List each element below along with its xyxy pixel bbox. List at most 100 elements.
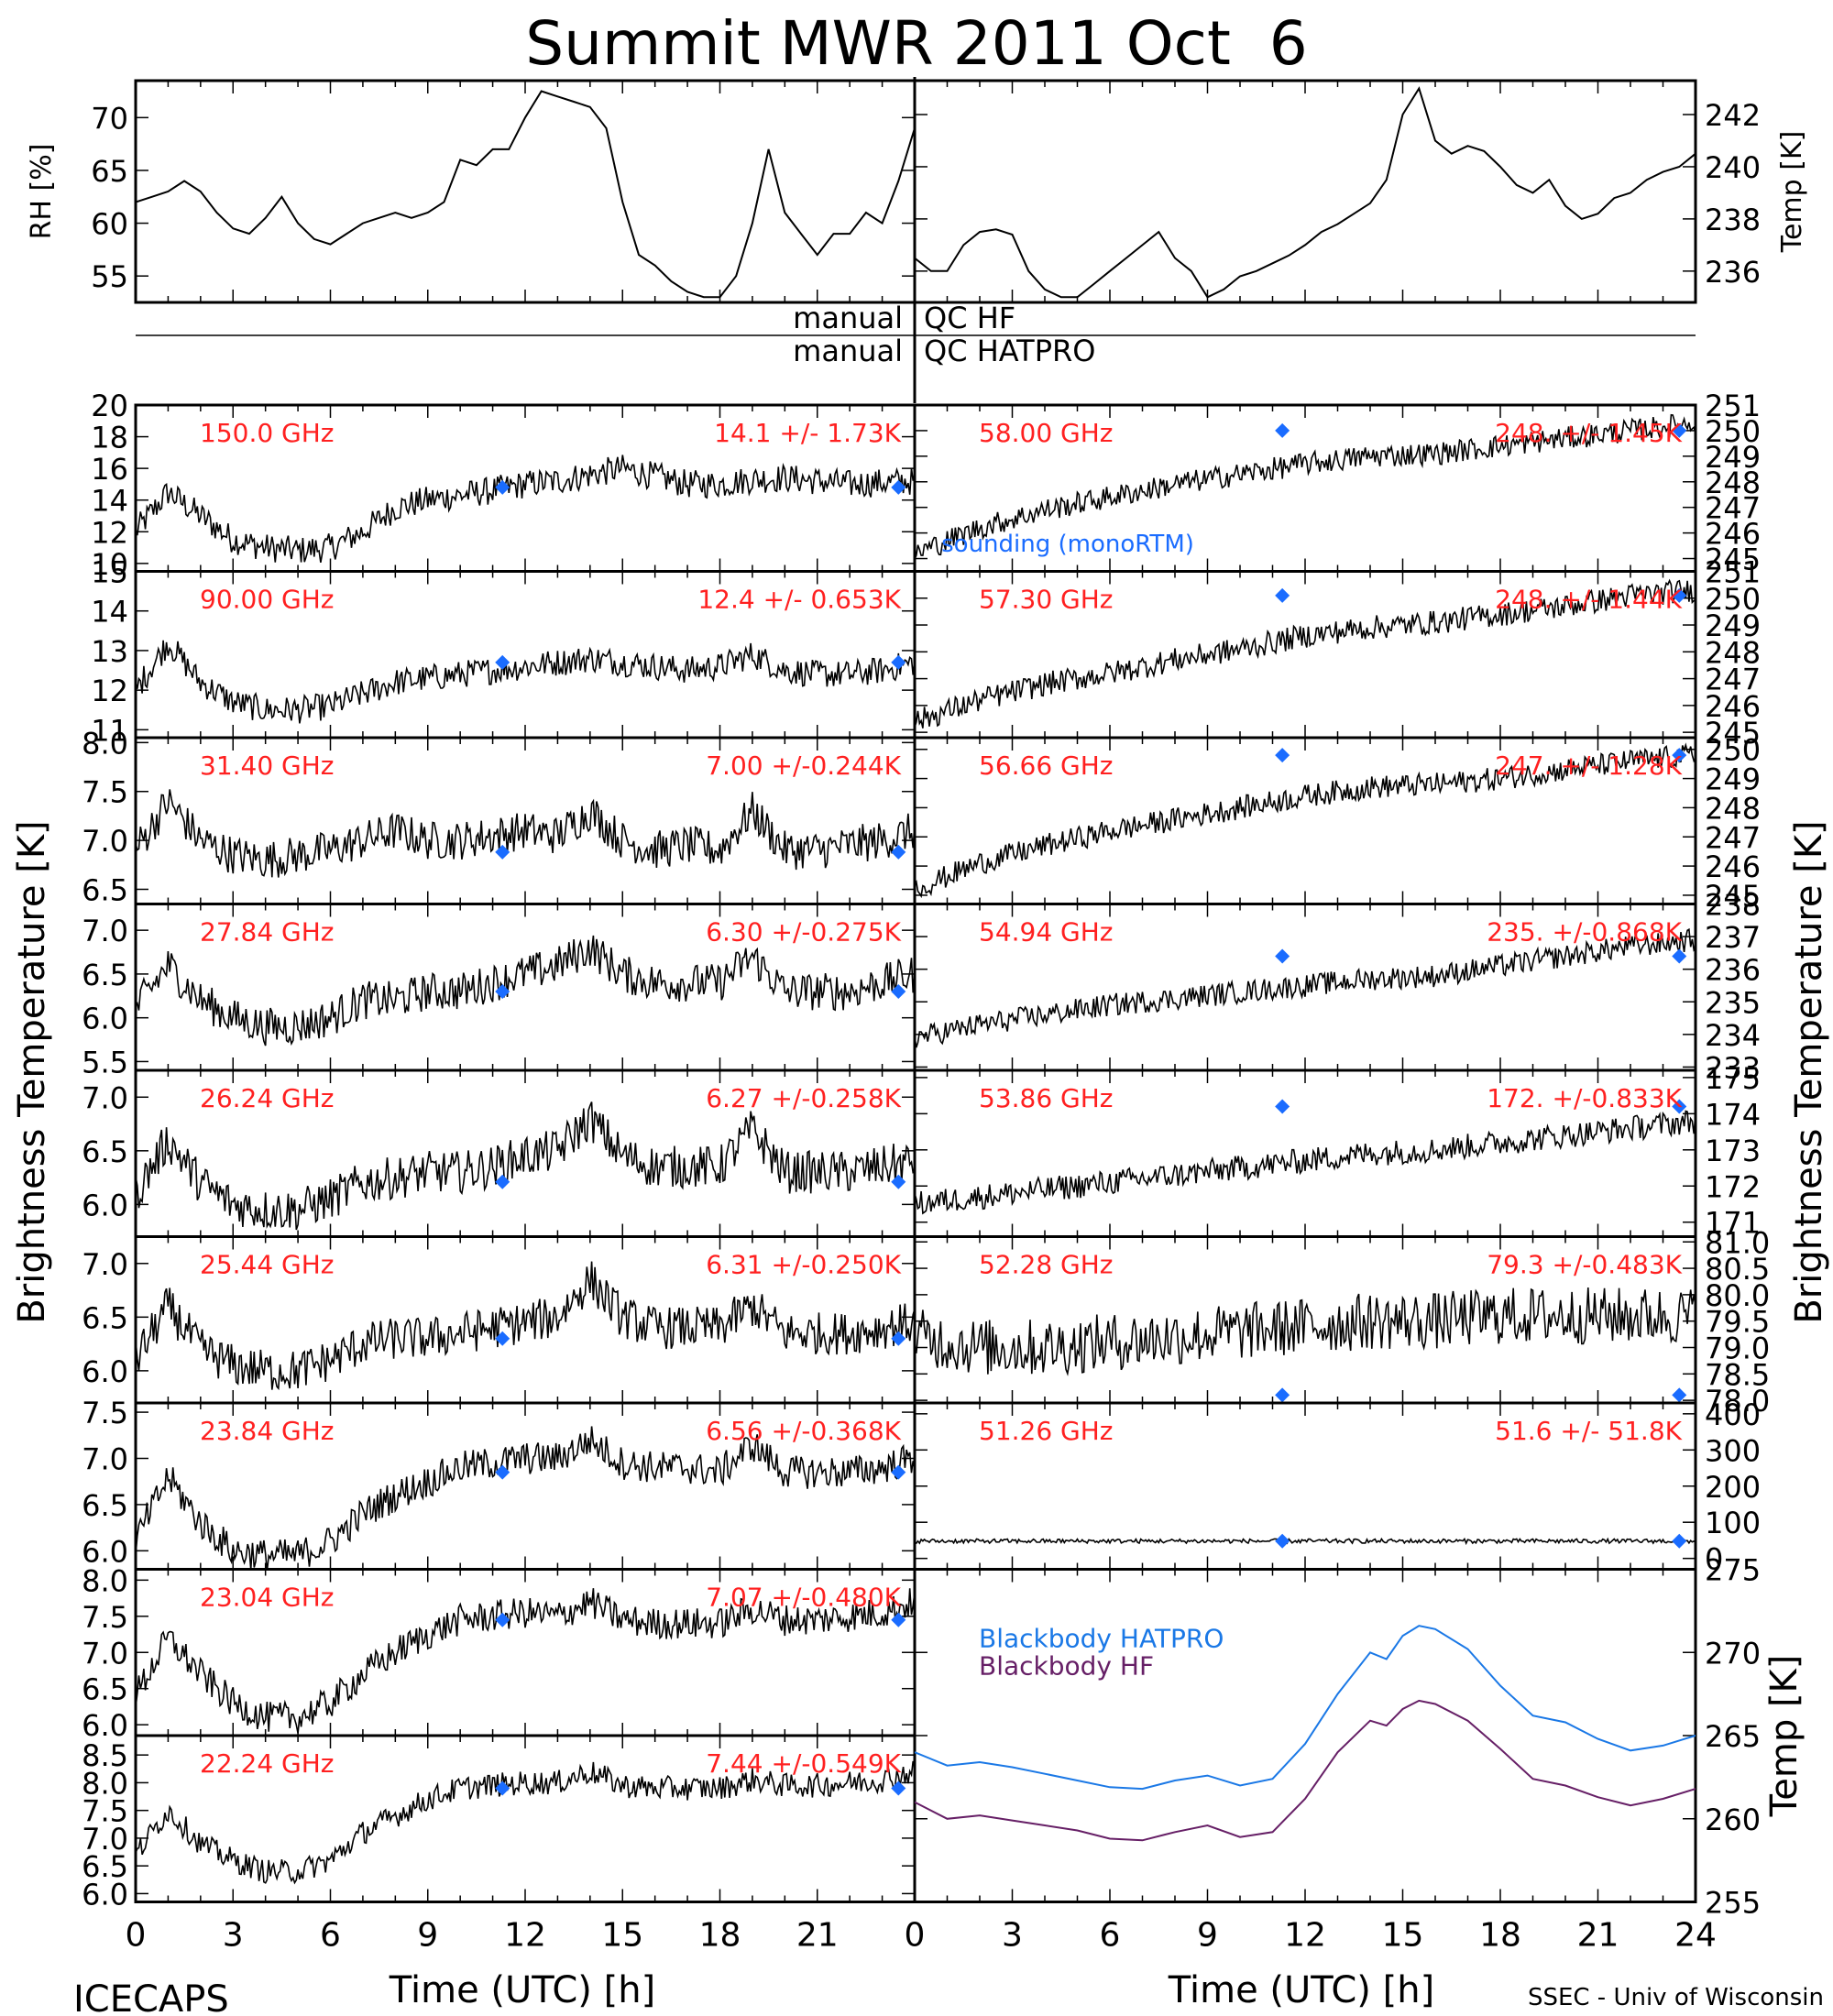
x-tick-label-right: 21: [1577, 1917, 1619, 1955]
y-tick-label: 247: [1705, 491, 1761, 526]
y-tick-label: 7.0: [82, 914, 128, 948]
y-tick-label: 242: [1705, 98, 1761, 133]
panel-ch_2384: 6.0 6.5 7.0 7.5 23.84 GHz 6.56 +/-0.368K: [82, 1396, 916, 1571]
y-tick-label: 20: [91, 389, 128, 423]
y-tick-label: 249: [1705, 440, 1761, 475]
x-tick-label-left: 12: [504, 1917, 546, 1955]
y-tick-label: 55: [91, 259, 128, 294]
x-tick-label-left: 18: [699, 1917, 741, 1955]
y-tick-label: 246: [1705, 517, 1761, 552]
x-tick-label-right: 15: [1382, 1917, 1424, 1955]
sounding-marker: [1672, 587, 1687, 603]
panel-rh: 55 60 65 70: [91, 79, 916, 304]
series-ch_2384-0: [136, 1426, 915, 1570]
x-tick-label-right: 24: [1674, 1917, 1717, 1955]
frequency-label: 25.44 GHz: [200, 1250, 335, 1280]
frequency-label: 22.24 GHz: [200, 1748, 335, 1779]
stats-label: 248. +/- 1.44K: [1495, 585, 1682, 615]
sounding-marker: [1672, 1099, 1687, 1114]
frequency-label: 31.40 GHz: [200, 751, 335, 781]
frequency-label: 53.86 GHz: [979, 1083, 1114, 1113]
sounding-marker: [1275, 422, 1290, 438]
y-tick-label: 16: [91, 452, 128, 487]
sounding-marker: [891, 1612, 906, 1627]
plot-area: [915, 742, 1696, 899]
sounding-marker: [1275, 748, 1290, 763]
sounding-marker: [1672, 422, 1687, 438]
y-tick-label: 270: [1705, 1636, 1761, 1671]
stats-label: 7.00 +/-0.244K: [706, 751, 901, 781]
y-tick-label: 248: [1705, 791, 1761, 826]
sounding-marker: [495, 1174, 510, 1189]
x-tick-label-left: 3: [223, 1917, 244, 1955]
plot-area: [136, 1588, 915, 1734]
y-tick-label: 6.0: [82, 1354, 128, 1389]
plot-area: [136, 1760, 915, 1885]
sounding-marker: [1275, 1533, 1290, 1549]
stats-label: 79.3 +/-0.483K: [1487, 1250, 1682, 1280]
y-tick-label: 6.5: [82, 1488, 128, 1523]
y-tick-label: 6.0: [82, 1188, 128, 1222]
series-ch_5494-0: [915, 927, 1696, 1048]
x-tick-label-right: 3: [1002, 1917, 1023, 1955]
y-tick-label: 15: [91, 555, 128, 590]
y-tick-label: 250: [1705, 414, 1761, 449]
sounding-marker: [891, 1464, 906, 1480]
stats-label: 247. +/- 1.28K: [1495, 751, 1682, 781]
y-tick-label: 251: [1705, 555, 1761, 590]
y-tick-label: 247: [1705, 663, 1761, 697]
sounding-marker: [495, 1331, 510, 1346]
plot-area: [136, 1261, 915, 1391]
y-tick-label: 6.5: [82, 958, 128, 992]
sounding-marker: [495, 984, 510, 1000]
x-tick-label-left: 21: [796, 1917, 839, 1955]
y-tick-label: 245: [1705, 542, 1761, 577]
y-tick-label: 236: [1705, 255, 1761, 290]
y-tick-label: 0: [1705, 1542, 1723, 1577]
frequency-label: 27.84 GHz: [200, 917, 335, 948]
y-tick-label: 8.0: [82, 1766, 128, 1801]
y-tick-label: 65: [91, 154, 128, 189]
y-tick-label: 249: [1705, 608, 1761, 643]
y-tick-label: 78.0: [1705, 1384, 1770, 1419]
y-tick-label: 6.5: [82, 1300, 128, 1335]
stats-label: 7.07 +/-0.480K: [706, 1583, 901, 1613]
frequency-label: 23.04 GHz: [200, 1583, 335, 1613]
plot-area: [915, 1537, 1696, 1546]
plot-area: [915, 578, 1696, 729]
y-tick-label: 200: [1705, 1470, 1761, 1505]
plot-area: [136, 789, 915, 878]
y-tick-label: 255: [1705, 1886, 1761, 1921]
y-tick-label: 12: [91, 674, 128, 708]
qc-left-2: manual: [793, 334, 903, 368]
y-tick-label: 60: [91, 207, 128, 242]
y-tick-label: 245: [1705, 716, 1761, 751]
qc-right-2: QC HATPRO: [924, 334, 1095, 368]
stats-label: 6.27 +/-0.258K: [706, 1083, 901, 1113]
sounding-marker: [1275, 948, 1290, 964]
frequency-label: 26.24 GHz: [200, 1083, 335, 1113]
sounding-marker: [891, 1331, 906, 1346]
y-tick-label: 248: [1705, 466, 1761, 500]
series-ch_2224-0: [136, 1760, 915, 1885]
left-ylabel: Brightness Temperature [K]: [11, 820, 53, 1323]
y-tick-label: 400: [1705, 1397, 1761, 1432]
y-tick-label: 172: [1705, 1169, 1761, 1204]
y-tick-label: 8.0: [82, 726, 128, 761]
y-tick-label: 238: [1705, 203, 1761, 237]
y-tick-label: 7.0: [82, 824, 128, 859]
y-tick-label: 81.0: [1705, 1225, 1770, 1260]
series-ch_3140-0: [136, 789, 915, 878]
y-tick-label: 260: [1705, 1802, 1761, 1837]
y-tick-label: 240: [1705, 150, 1761, 185]
x-tick-label-right: 6: [1100, 1917, 1121, 1955]
plot-area: [136, 935, 915, 1046]
y-tick-label: 11: [91, 713, 128, 748]
sounding-marker: [1275, 1099, 1290, 1114]
y-tick-label: 14: [91, 484, 128, 519]
plot-area: [915, 927, 1696, 1048]
plot-area: [136, 1426, 915, 1570]
y-tick-label: 6.0: [82, 1002, 128, 1036]
